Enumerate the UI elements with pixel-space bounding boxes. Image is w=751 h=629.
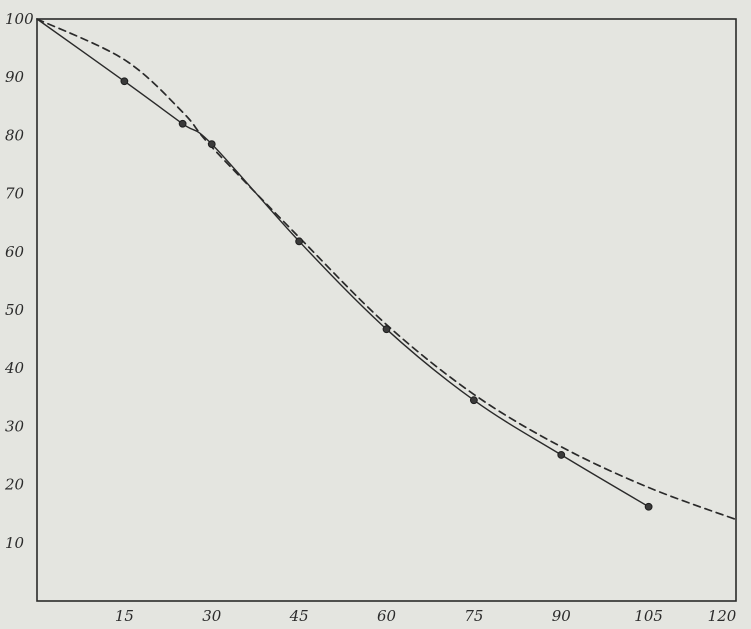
- dashed-series-line: [36, 18, 737, 521]
- y-tick-label: 20: [4, 476, 25, 494]
- y-tick-label: 10: [5, 534, 25, 552]
- y-tick-label: 80: [5, 126, 25, 144]
- solid-series-line: [36, 18, 650, 508]
- x-tick-label: 90: [552, 607, 572, 625]
- y-tick-label: 50: [5, 301, 25, 319]
- marker-layer: [120, 77, 653, 511]
- x-tick-label: 105: [634, 607, 663, 625]
- y-tick-label: 60: [5, 243, 25, 261]
- data-point: [207, 140, 216, 149]
- y-tick-label: 40: [4, 359, 25, 377]
- x-axis-tick-labels: 15 30 45 60 75 90 105 120: [115, 607, 737, 625]
- y-tick-label: 70: [5, 185, 25, 203]
- plot-border: [36, 18, 737, 602]
- x-tick-label: 75: [464, 607, 483, 625]
- y-tick-label: 30: [5, 417, 25, 435]
- y-tick-label: 90: [5, 68, 25, 86]
- data-point: [382, 325, 391, 334]
- data-point: [557, 451, 566, 459]
- x-tick-label: 45: [289, 607, 309, 625]
- data-point: [644, 502, 653, 511]
- plot-frame: [36, 18, 737, 602]
- data-point: [469, 396, 478, 405]
- x-tick-label: 120: [708, 607, 737, 625]
- data-point: [178, 119, 187, 128]
- x-tick-label: 15: [115, 607, 134, 625]
- data-point: [295, 237, 304, 246]
- y-tick-label: 100: [5, 10, 34, 28]
- data-point: [120, 77, 129, 86]
- series-layer: [36, 18, 737, 521]
- x-tick-label: 60: [377, 607, 397, 625]
- y-axis-tick-labels: 10 20 30 40 50 60 70 80 90 100: [4, 10, 34, 552]
- x-tick-label: 30: [202, 607, 222, 625]
